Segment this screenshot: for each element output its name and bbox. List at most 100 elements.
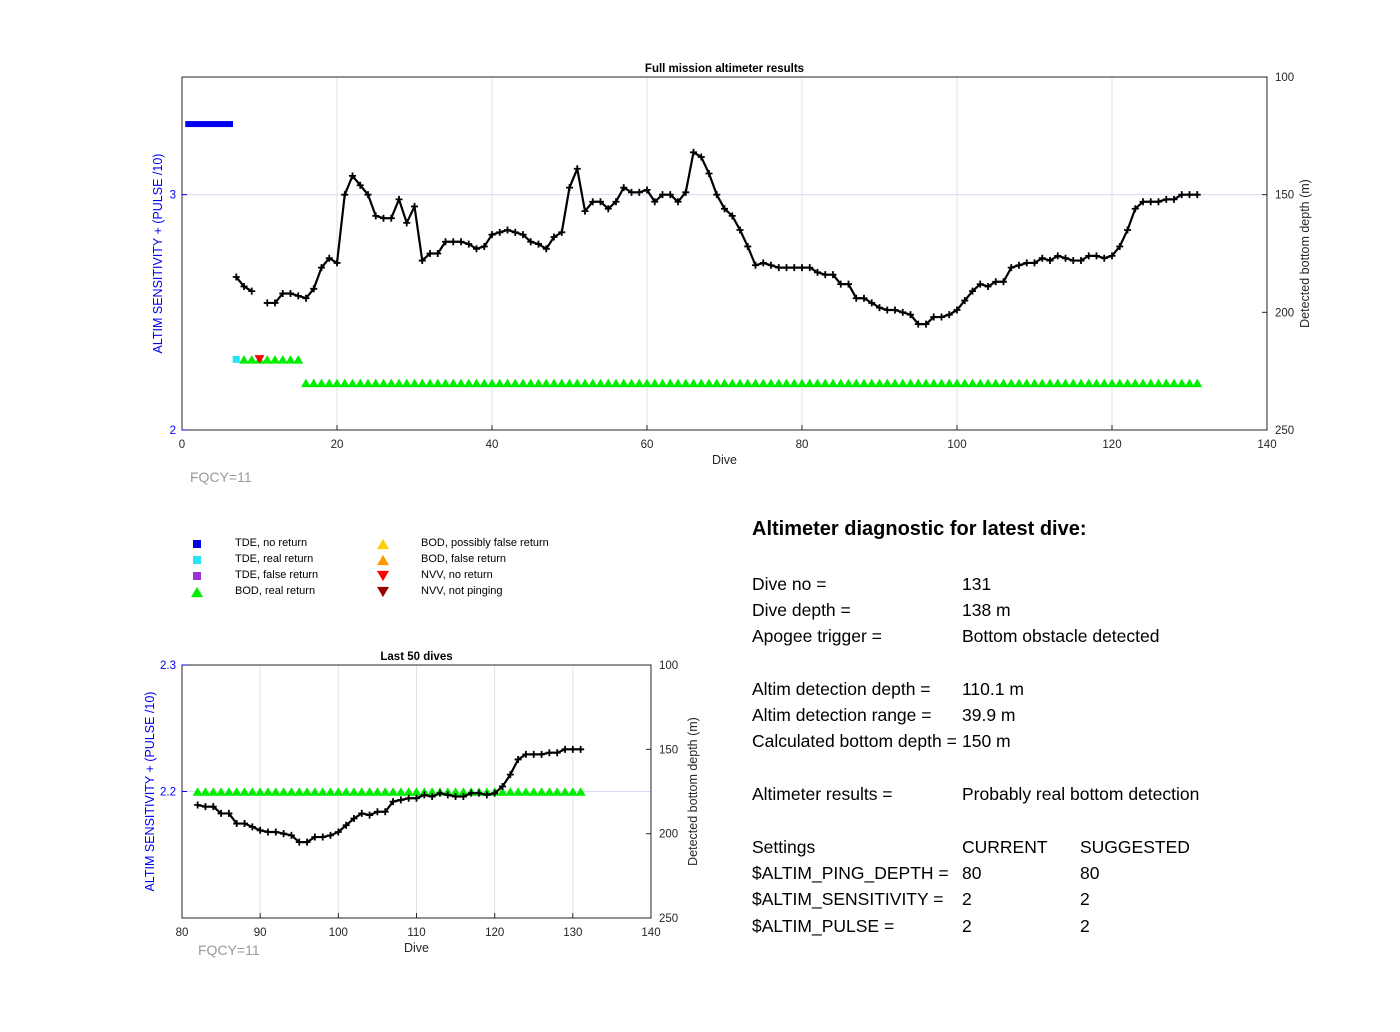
y-left-axis-label: ALTIM SENSITIVITY + (PULSE /10) [143, 692, 157, 892]
bod-real-return-marker [735, 378, 745, 388]
bod-real-return-marker [1060, 378, 1071, 388]
bod-real-return-marker [356, 787, 367, 796]
bottom-depth-point [341, 191, 349, 199]
tde-no-return-marker [216, 121, 226, 128]
bod-real-return-marker [520, 787, 531, 796]
bottom-depth-point [899, 308, 907, 316]
bottom-depth-point [674, 198, 682, 206]
bottom-depth-point [310, 285, 318, 293]
y-right-tick-label: 100 [1275, 72, 1294, 84]
bod-real-return-marker [270, 355, 280, 364]
bod-real-return-marker [518, 378, 528, 388]
bottom-depth-point [651, 198, 659, 206]
bottom-depth-point [217, 809, 225, 817]
tde-no-return-marker [224, 121, 233, 128]
bod-real-return-marker [975, 378, 986, 388]
detection-depth-label: Altim detection depth = [752, 678, 931, 699]
bottom-depth-point [272, 828, 280, 836]
setting-suggested: 2 [1080, 889, 1090, 910]
x-tick-label: 130 [563, 927, 582, 939]
bod-real-return-marker [828, 378, 838, 388]
bottom-depth-point [387, 214, 395, 222]
bod-real-return-marker [1130, 378, 1141, 388]
bottom-depth-point [380, 214, 387, 222]
bod-real-return-marker [595, 378, 606, 388]
bod-real-return-marker [216, 787, 227, 796]
bod-real-return-marker [704, 378, 714, 388]
y-right-tick-label: 250 [1275, 425, 1294, 437]
bod-real-return-marker [835, 378, 846, 388]
bod-real-return-marker [372, 787, 383, 796]
bottom-depth-point [759, 259, 767, 267]
bottom-depth-point [522, 750, 530, 758]
bod-real-return-marker [450, 787, 461, 796]
bottom-depth-point [569, 745, 577, 753]
x-tick-label: 0 [179, 439, 185, 451]
bottom-depth-point [1054, 252, 1062, 260]
bod-real-return-marker [587, 378, 598, 388]
bod-real-return-marker [208, 787, 219, 796]
bottom-depth-point [984, 282, 992, 290]
bottom-depth-point [350, 814, 358, 822]
bottom-depth-point [907, 311, 914, 319]
bod-real-return-marker [843, 378, 854, 388]
bottom-depth-point [690, 148, 697, 156]
bod-real-return-marker [859, 378, 869, 388]
bod-real-return-marker [719, 378, 730, 388]
bod-real-return-marker [510, 378, 521, 388]
dive-no-label: Dive no = [752, 573, 827, 594]
bod-real-return-marker [936, 378, 947, 388]
bod-real-return-marker [332, 378, 342, 388]
bottom-depth-point [496, 228, 504, 236]
bod-real-return-marker [642, 378, 652, 388]
bottom-depth-point [248, 823, 256, 831]
bod-real-return-marker [1169, 378, 1179, 388]
legend-label: NVV, no return [421, 569, 493, 581]
bod-real-return-marker [363, 378, 373, 388]
bod-real-return-marker [394, 378, 404, 388]
bod-real-return-marker [1091, 378, 1102, 388]
bod-real-return-marker [1114, 378, 1125, 388]
legend-label: BOD, false return [421, 553, 506, 565]
x-tick-label: 60 [641, 439, 654, 451]
bod-real-return-marker [773, 378, 784, 388]
bod-real-return-marker [657, 378, 668, 388]
bod-real-return-marker [812, 378, 823, 388]
bod-real-return-marker [990, 378, 1001, 388]
bottom-depth-point [1139, 198, 1147, 206]
bod-real-return-marker [560, 787, 571, 796]
bod-real-return-marker [797, 378, 807, 388]
setting-current: 2 [962, 915, 972, 936]
bottom-depth-point [311, 833, 319, 841]
bottom-depth-point [201, 803, 209, 811]
bottom-depth-point [418, 257, 426, 265]
bod-real-return-marker [458, 787, 469, 796]
bottom-depth-point [1162, 195, 1170, 203]
bottom-depth-point [403, 219, 411, 227]
bottom-depth-point [225, 809, 233, 817]
y-right-tick-label: 250 [659, 913, 678, 925]
chart-title: Full mission altimeter results [645, 63, 804, 75]
bod-real-return-marker [967, 378, 978, 388]
x-tick-label: 140 [641, 927, 660, 939]
bottom-depth-point [604, 205, 612, 213]
bottom-depth-point [969, 287, 976, 295]
bod-real-return-marker [223, 787, 234, 796]
bod-real-return-marker [427, 787, 438, 796]
bottom-depth-point [295, 838, 303, 846]
bod-real-return-marker [688, 378, 699, 388]
nvv-no-return-marker [254, 355, 265, 364]
dive-depth-value: 138 m [962, 599, 1011, 620]
x-tick-label: 20 [331, 439, 344, 451]
plot-frame [181, 76, 1268, 431]
bod-real-return-marker [277, 355, 288, 364]
bottom-depth-point [589, 198, 597, 206]
bottom-depth-point [1007, 264, 1015, 272]
bottom-depth-point [1038, 254, 1046, 262]
bod-real-return-marker [339, 378, 350, 388]
bottom-depth-point [302, 294, 310, 302]
detection-depth-value: 110.1 m [962, 678, 1024, 699]
bottom-depth-point [303, 838, 311, 846]
bottom-depth-point [538, 750, 546, 758]
bod-real-return-marker [575, 787, 586, 796]
